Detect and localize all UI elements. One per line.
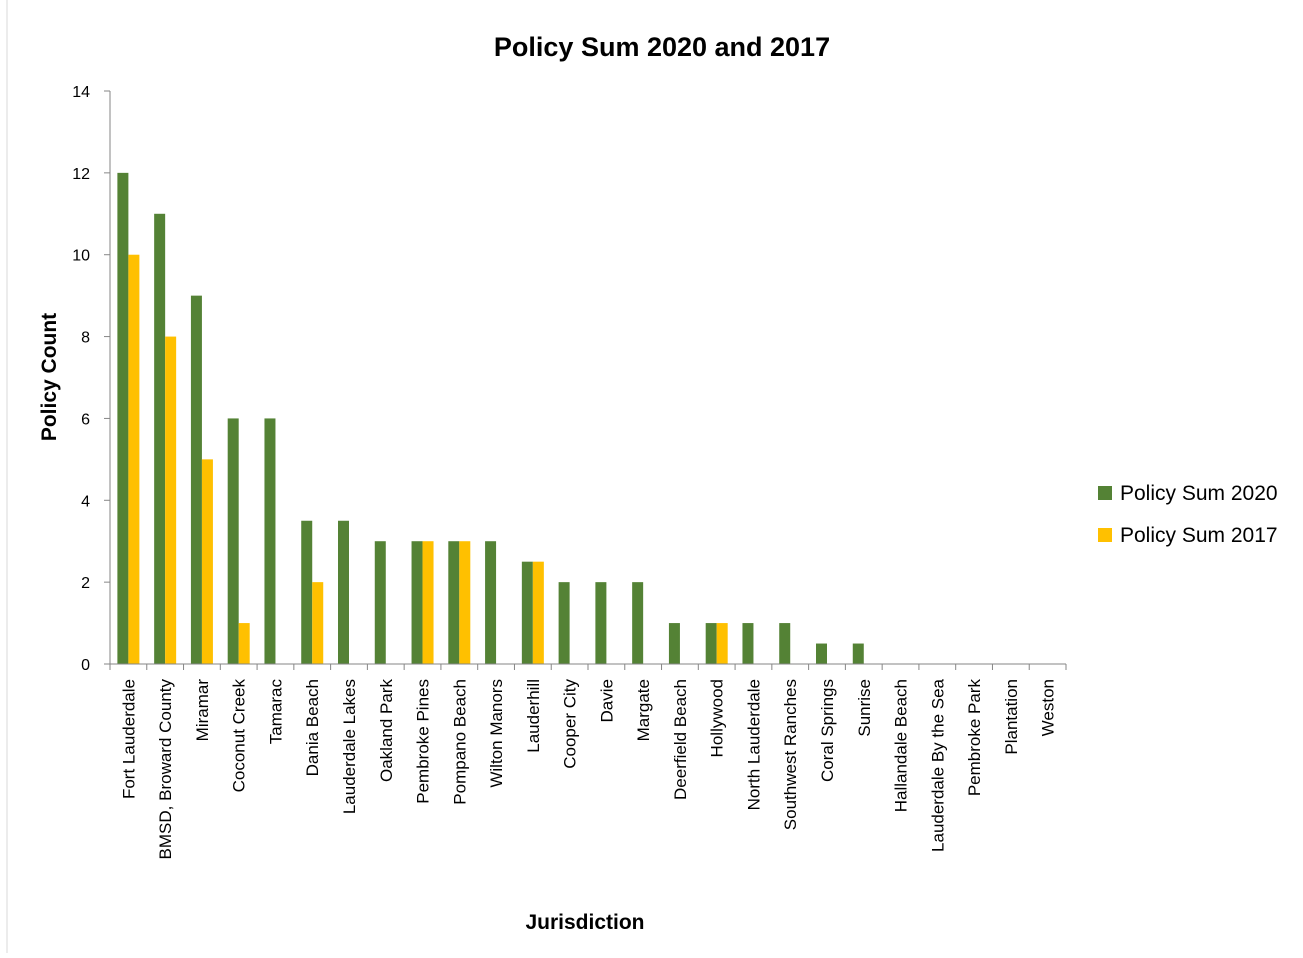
legend-label-2017: Policy Sum 2017 — [1120, 524, 1278, 547]
x-category-label: Pembroke Park — [965, 679, 984, 797]
y-tick-label: 8 — [81, 330, 90, 347]
bar-2017-3 — [238, 623, 250, 664]
y-axis-title: Policy Count — [38, 313, 61, 441]
x-category-label: Fort Lauderdale — [119, 679, 138, 799]
bar-2017-16 — [716, 623, 728, 664]
bar-2017-9 — [459, 541, 471, 664]
x-category-label: Margate — [634, 679, 653, 741]
x-category-label: Lauderdale Lakes — [340, 679, 359, 814]
axes-group: 0 2 4 6 8 10 12 14 Fort Lauderdale BMSD, Broward … — [72, 84, 1067, 860]
y-tick-label: 10 — [72, 248, 90, 265]
bar-2020-18 — [779, 623, 791, 664]
legend: Policy Sum 2020 Policy Sum 2017 — [1098, 482, 1278, 547]
bar-2020-3 — [227, 418, 239, 664]
bar-2020-12 — [558, 582, 570, 664]
bar-2017-8 — [422, 541, 434, 664]
bar-2020-16 — [705, 623, 717, 664]
y-tick-label: 14 — [72, 84, 90, 101]
bar-2020-13 — [595, 582, 607, 664]
x-category-label: North Lauderdale — [744, 679, 763, 810]
bars-group — [117, 172, 864, 665]
x-category-label: Hollywood — [708, 679, 727, 757]
x-category-label: Coral Springs — [818, 679, 837, 782]
bar-2020-0 — [117, 172, 129, 664]
bar-2020-5 — [301, 520, 313, 664]
x-category-label: Wilton Manors — [487, 679, 506, 788]
bar-2017-2 — [201, 459, 213, 664]
x-category-label: Davie — [597, 679, 616, 722]
bar-2020-20 — [852, 643, 864, 664]
bar-2017-11 — [532, 561, 544, 664]
bar-2020-4 — [264, 418, 276, 664]
x-category-label: Miramar — [193, 679, 212, 742]
x-axis-title: Jurisdiction — [525, 911, 644, 934]
y-tick-label: 2 — [81, 575, 90, 592]
x-category-label: BMSD, Broward County — [156, 679, 175, 860]
x-category-label: Southwest Ranches — [781, 679, 800, 830]
y-tick-label: 4 — [81, 493, 90, 510]
bar-2020-6 — [338, 520, 349, 664]
bar-2020-7 — [374, 541, 386, 664]
bar-2017-5 — [312, 582, 324, 664]
x-category-label: Lauderhill — [524, 679, 543, 753]
bar-2017-1 — [165, 336, 177, 664]
x-category-label: Tamarac — [266, 679, 285, 745]
bar-2017-0 — [128, 254, 140, 664]
x-category-label: Weston — [1039, 679, 1058, 736]
bar-2020-17 — [742, 623, 754, 664]
bar-2020-14 — [632, 582, 644, 664]
x-category-label: Pembroke Pines — [414, 679, 433, 804]
legend-label-2020: Policy Sum 2020 — [1120, 482, 1278, 505]
x-category-label: Dania Beach — [303, 679, 322, 776]
y-tick-label: 12 — [72, 166, 90, 183]
bar-2020-8 — [411, 541, 423, 664]
x-category-label: Hallandale Beach — [892, 679, 911, 812]
bar-2020-11 — [521, 561, 533, 664]
x-category-label: Lauderdale By the Sea — [928, 678, 947, 852]
legend-swatch-2017 — [1098, 528, 1112, 542]
y-tick-label: 6 — [81, 411, 90, 428]
x-category-label: Oakland Park — [377, 679, 396, 782]
bar-2020-10 — [485, 541, 497, 664]
x-category-label: Plantation — [1002, 679, 1021, 755]
bar-2020-15 — [668, 623, 680, 664]
bar-2020-2 — [190, 295, 202, 664]
bar-2020-9 — [448, 541, 460, 664]
x-category-label: Sunrise — [855, 679, 874, 737]
x-category-label: Cooper City — [561, 679, 580, 769]
x-category-label: Pompano Beach — [450, 679, 469, 805]
bar-2020-1 — [154, 213, 166, 665]
chart-title: Policy Sum 2020 and 2017 — [494, 32, 830, 62]
legend-swatch-2020 — [1098, 486, 1112, 500]
bar-2020-19 — [816, 643, 827, 664]
y-tick-label: 0 — [81, 657, 90, 674]
x-category-label: Deerfield Beach — [671, 679, 690, 800]
x-category-label: Coconut Creek — [230, 679, 249, 793]
